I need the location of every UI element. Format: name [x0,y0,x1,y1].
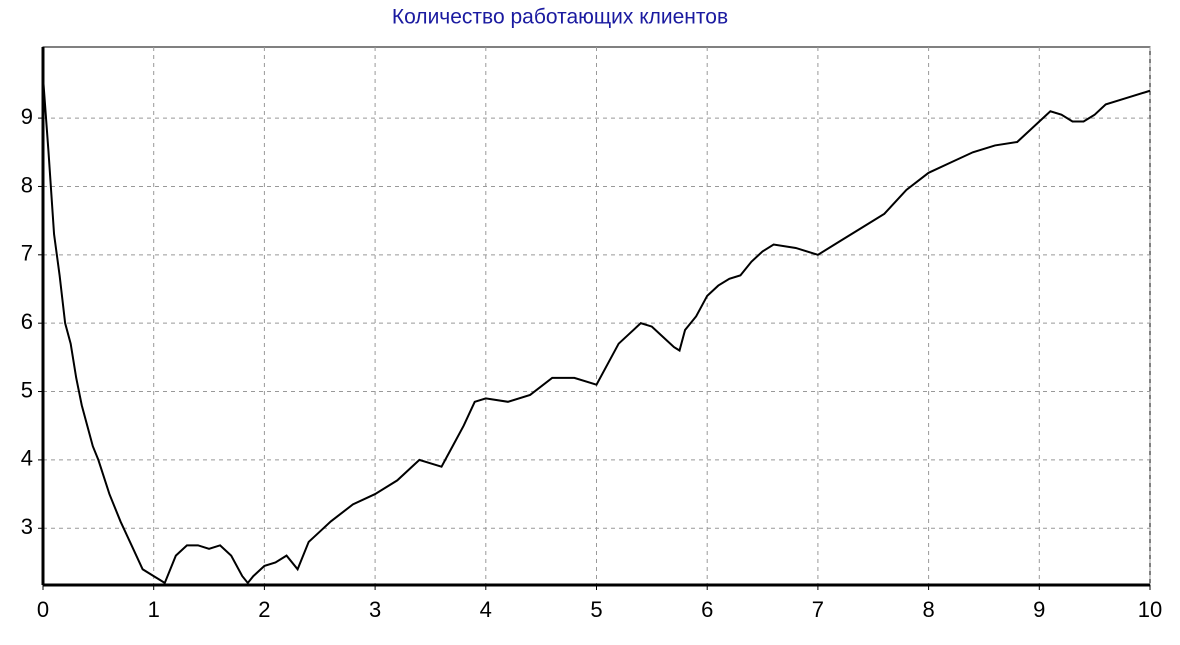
y-tick-label: 3 [21,514,33,539]
x-tick-label: 6 [701,597,713,622]
x-tick-label: 4 [480,597,492,622]
x-tick-label: 7 [812,597,824,622]
x-tick-label: 5 [590,597,602,622]
data-line [42,77,1151,585]
y-tick-label: 4 [21,446,33,471]
x-tick-label: 1 [148,597,160,622]
y-tick-label: 7 [21,241,33,266]
y-tick-label: 8 [21,172,33,197]
y-tick-label: 9 [21,104,33,129]
chart-title: Количество работающих клиентов [392,6,728,29]
x-tick-label: 8 [922,597,934,622]
y-tick-label: 5 [21,377,33,402]
x-tick-label: 3 [369,597,381,622]
y-tick-label: 6 [21,309,33,334]
x-tick-label: 9 [1033,597,1045,622]
x-tick-label: 10 [1138,597,1162,622]
x-tick-label: 0 [37,597,49,622]
x-tick-label: 2 [258,597,270,622]
